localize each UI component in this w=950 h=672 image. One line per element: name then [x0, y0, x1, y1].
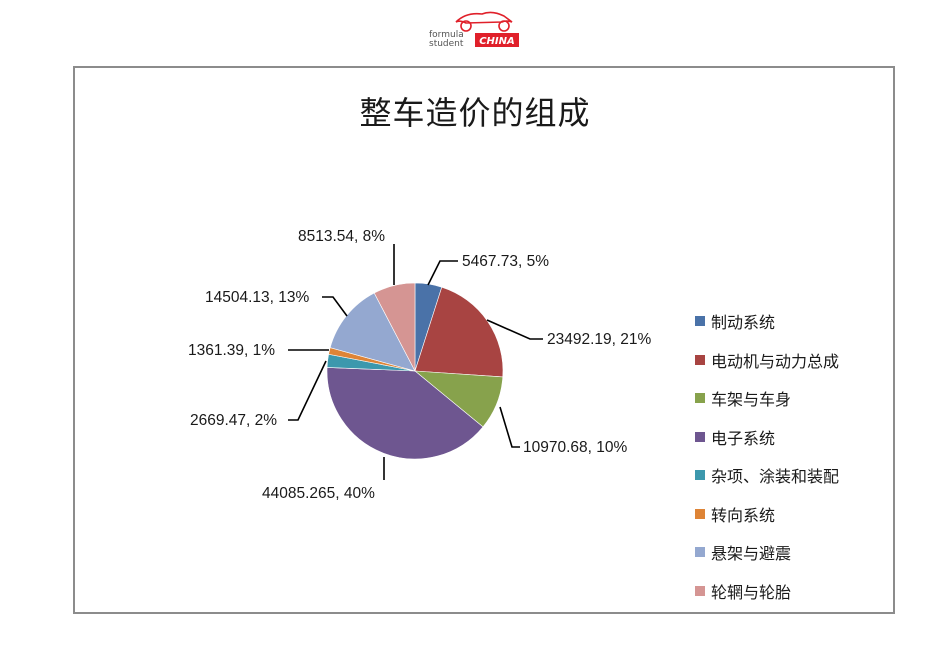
legend-item-electronics: 电子系统: [695, 418, 839, 457]
legend-label: 转向系统: [711, 505, 776, 525]
legend-swatch-icon: [695, 431, 705, 442]
legend-label: 杂项、涂装和装配: [711, 467, 840, 487]
data-label-4: 2669.47, 2%: [190, 412, 277, 429]
legend-swatch-icon: [695, 354, 705, 365]
data-label-7: 8513.54, 8%: [298, 228, 385, 245]
formula-student-china-logo: formula student CHINA: [429, 11, 519, 48]
data-label-6: 14504.13, 13%: [205, 289, 310, 306]
pie-slices: [326, 282, 504, 460]
data-label-1: 23492.19, 21%: [547, 331, 652, 348]
logo-badge: [475, 33, 519, 47]
legend-item-steering: 转向系统: [695, 495, 839, 534]
legend-swatch-icon: [695, 585, 705, 596]
logo-badge-text: CHINA: [479, 36, 515, 47]
data-label-0: 5467.73, 5%: [462, 253, 549, 270]
legend-item-motor-powertrain: 电动机与动力总成: [695, 341, 839, 380]
legend-item-wheels-tires: 轮辋与轮胎: [695, 572, 839, 611]
legend-swatch-icon: [695, 508, 705, 519]
legend-swatch-icon: [695, 316, 705, 327]
legend-label: 悬架与避震: [711, 544, 792, 564]
pie-slice-7: [373, 282, 416, 372]
data-label-2: 10970.68, 10%: [523, 439, 628, 456]
legend-item-misc-paint-assembly: 杂项、涂装和装配: [695, 456, 839, 495]
legend-label: 电动机与动力总成: [711, 351, 840, 371]
logo-text-formula: formula: [429, 30, 464, 40]
legend-item-suspension: 悬架与避震: [695, 533, 839, 572]
race-car-icon: [455, 11, 513, 32]
logo-text-student: student: [429, 39, 464, 48]
leader-line-2: [499, 406, 520, 448]
legend-swatch-icon: [695, 547, 705, 558]
legend-swatch-icon: [695, 393, 705, 404]
leader-line-6: [322, 296, 348, 317]
leader-lines: [288, 244, 543, 480]
legend-label: 轮辋与轮胎: [711, 582, 792, 602]
data-label-5: 1361.39, 1%: [188, 342, 275, 359]
chart-title: 整车造价的组成: [359, 94, 591, 132]
legend-item-brake-system: 制动系统: [695, 302, 839, 341]
legend-swatch-icon: [695, 470, 705, 481]
pie-slice-1: [414, 286, 504, 378]
chart-legend: 制动系统 电动机与动力总成 车架与车身 电子系统 杂项、涂装和装配 转向系统 悬…: [695, 302, 839, 610]
legend-item-frame-body: 车架与车身: [695, 379, 839, 418]
data-label-3: 44085.265, 40%: [262, 485, 375, 502]
leader-line-1: [486, 319, 543, 340]
pie-slice-3: [326, 367, 484, 460]
leader-line-4: [288, 360, 327, 421]
legend-label: 车架与车身: [711, 390, 792, 410]
legend-label: 制动系统: [711, 313, 776, 333]
leader-line-0: [427, 260, 458, 286]
legend-label: 电子系统: [711, 428, 776, 448]
